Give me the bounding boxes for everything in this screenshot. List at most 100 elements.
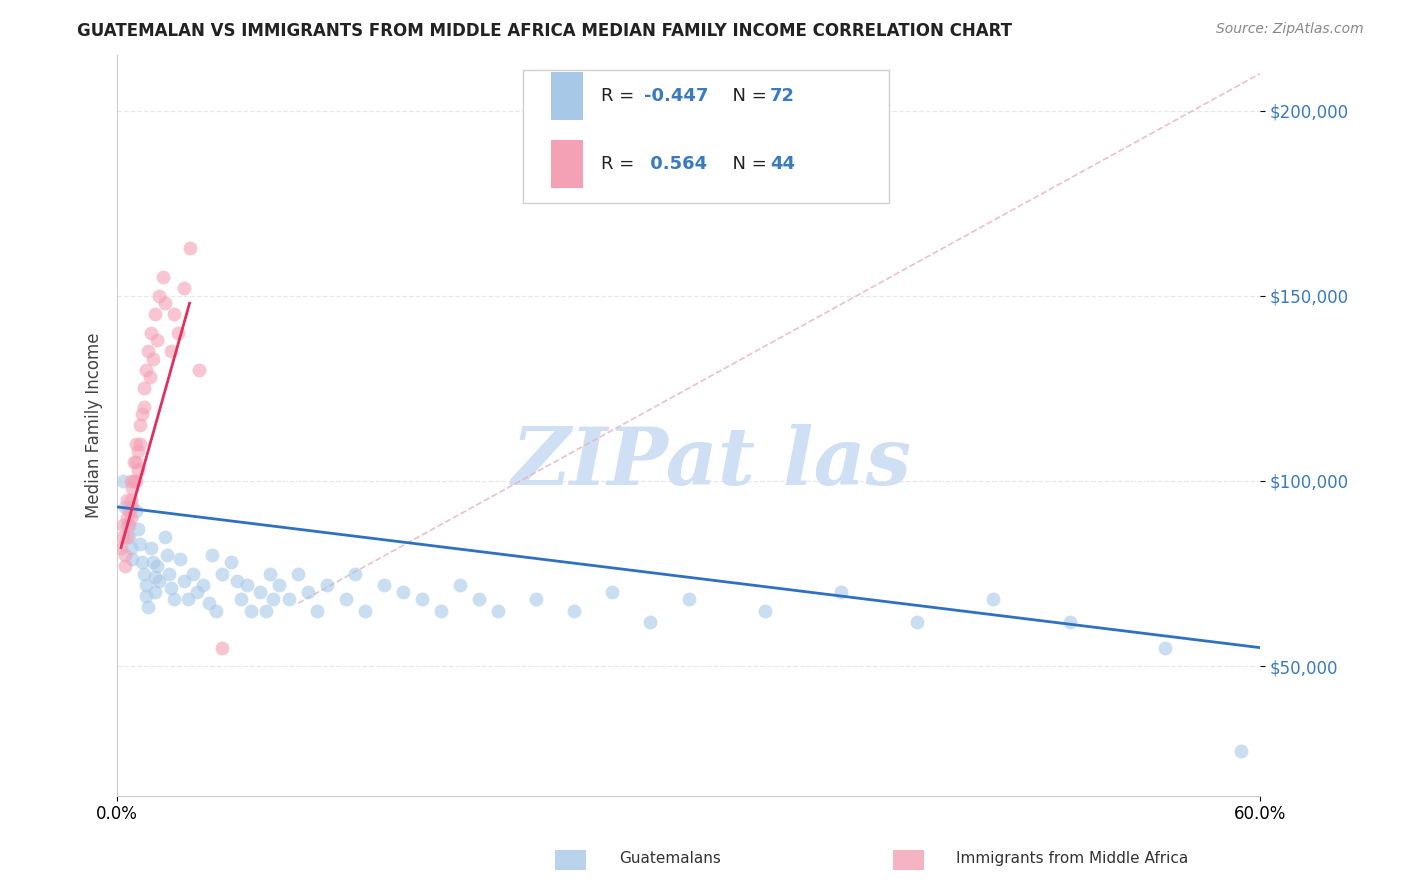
Point <box>259 566 281 581</box>
Point <box>143 585 166 599</box>
Point <box>146 559 169 574</box>
Point <box>297 585 319 599</box>
Point <box>344 566 367 581</box>
Point <box>981 592 1004 607</box>
Point <box>132 381 155 395</box>
Point <box>353 604 375 618</box>
Point <box>141 541 163 555</box>
Point <box>114 548 136 562</box>
Point <box>392 585 415 599</box>
Point <box>120 511 142 525</box>
Point <box>373 577 395 591</box>
Point <box>129 418 152 433</box>
Point <box>117 530 139 544</box>
Point <box>163 592 186 607</box>
Point <box>205 604 228 618</box>
Text: 0.564: 0.564 <box>644 155 707 173</box>
Point <box>249 585 271 599</box>
Point <box>110 541 132 555</box>
Point <box>135 589 157 603</box>
Point <box>678 592 700 607</box>
Bar <box>551 72 583 120</box>
Point <box>131 556 153 570</box>
Point <box>159 582 181 596</box>
Point <box>430 604 453 618</box>
Point <box>136 599 159 614</box>
Point <box>129 537 152 551</box>
Point <box>1059 615 1081 629</box>
Point <box>1230 744 1253 758</box>
Text: GUATEMALAN VS IMMIGRANTS FROM MIDDLE AFRICA MEDIAN FAMILY INCOME CORRELATION CHA: GUATEMALAN VS IMMIGRANTS FROM MIDDLE AFR… <box>77 22 1012 40</box>
Point <box>1153 640 1175 655</box>
Point <box>148 289 170 303</box>
Point <box>176 592 198 607</box>
Point <box>159 344 181 359</box>
Point <box>120 474 142 488</box>
Point <box>111 530 134 544</box>
Point <box>449 577 471 591</box>
Text: R =: R = <box>600 155 640 173</box>
Point <box>114 500 136 514</box>
Point <box>156 548 179 562</box>
Point <box>221 556 243 570</box>
Point <box>277 592 299 607</box>
Point <box>124 455 146 469</box>
Point <box>157 566 180 581</box>
Point <box>121 500 143 514</box>
Text: -0.447: -0.447 <box>644 87 709 105</box>
Point <box>114 559 136 574</box>
Bar <box>551 140 583 188</box>
Text: Immigrants from Middle Africa: Immigrants from Middle Africa <box>956 851 1188 865</box>
Point <box>117 503 139 517</box>
Text: R =: R = <box>600 87 640 105</box>
Text: Guatemalans: Guatemalans <box>619 851 720 865</box>
Point <box>163 307 186 321</box>
Point <box>169 551 191 566</box>
Point <box>136 344 159 359</box>
Point <box>131 408 153 422</box>
Point <box>153 296 176 310</box>
Point <box>602 585 624 599</box>
Point <box>562 604 585 618</box>
Point <box>117 518 139 533</box>
Point <box>191 577 214 591</box>
Text: N =: N = <box>721 87 772 105</box>
Text: N =: N = <box>721 155 772 173</box>
Point <box>754 604 776 618</box>
Point <box>121 551 143 566</box>
FancyBboxPatch shape <box>523 70 889 203</box>
Point <box>267 577 290 591</box>
Point <box>167 326 190 340</box>
Point <box>141 326 163 340</box>
Point <box>640 615 662 629</box>
Point <box>188 363 211 377</box>
Point <box>905 615 928 629</box>
Point <box>411 592 433 607</box>
Point <box>125 503 148 517</box>
Point <box>226 574 249 588</box>
Point <box>115 518 138 533</box>
Point <box>127 522 149 536</box>
Point <box>201 548 224 562</box>
Point <box>186 585 208 599</box>
Point <box>111 474 134 488</box>
Point <box>146 333 169 347</box>
Point <box>143 570 166 584</box>
Point <box>135 577 157 591</box>
Text: Source: ZipAtlas.com: Source: ZipAtlas.com <box>1216 22 1364 37</box>
Point <box>124 474 146 488</box>
Point <box>111 518 134 533</box>
Point <box>307 604 329 618</box>
Point <box>138 370 160 384</box>
Text: ZIPat las: ZIPat las <box>512 424 911 501</box>
Point <box>115 530 138 544</box>
Point <box>239 604 262 618</box>
Y-axis label: Median Family Income: Median Family Income <box>86 333 103 518</box>
Point <box>287 566 309 581</box>
Point <box>143 307 166 321</box>
Point <box>142 351 165 366</box>
Point <box>127 463 149 477</box>
Point <box>127 444 149 458</box>
Point <box>229 592 252 607</box>
Point <box>211 566 233 581</box>
